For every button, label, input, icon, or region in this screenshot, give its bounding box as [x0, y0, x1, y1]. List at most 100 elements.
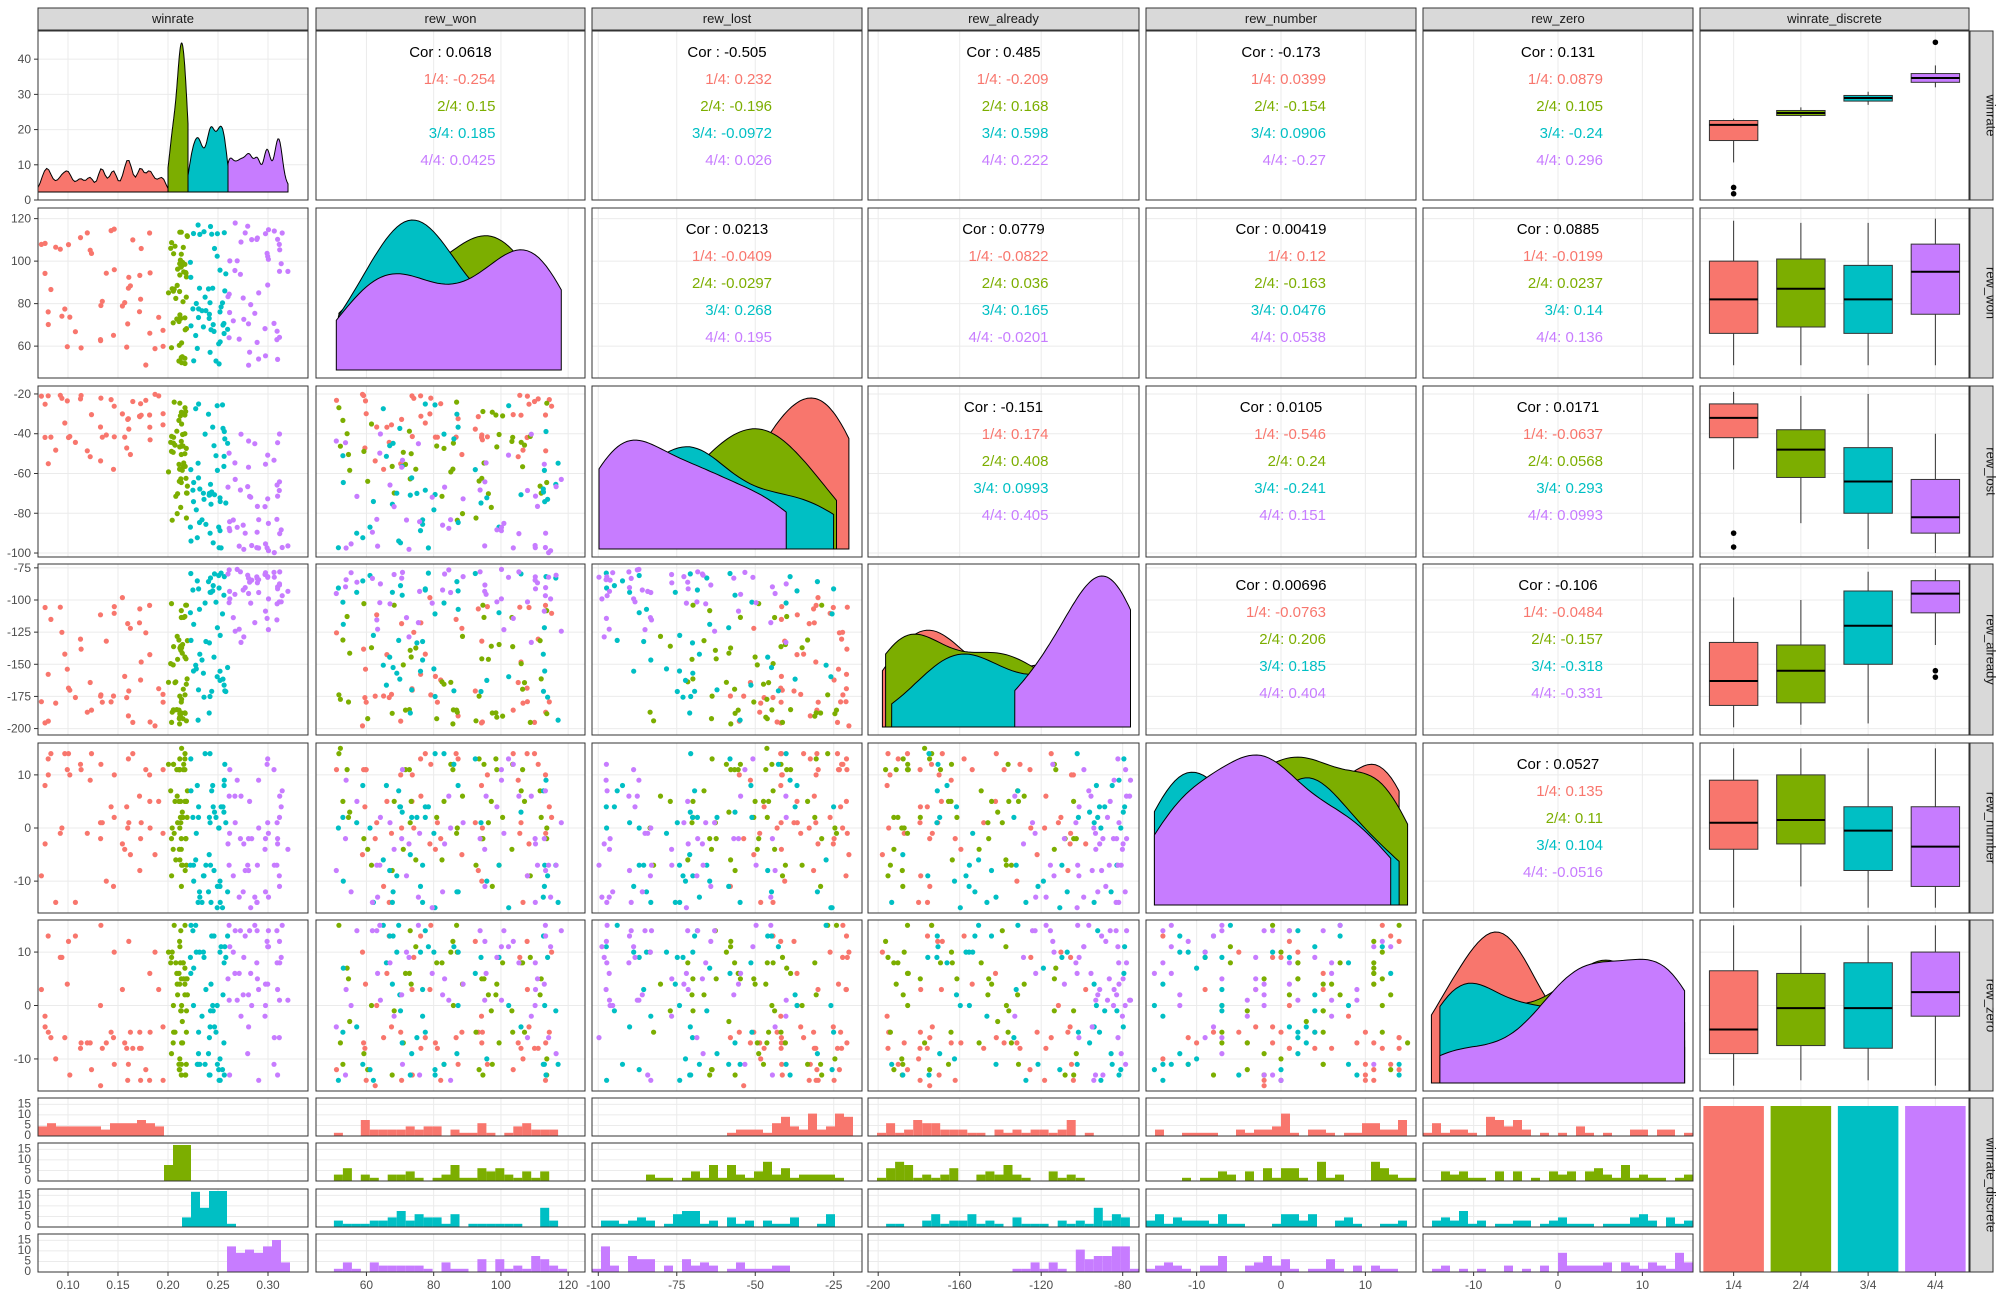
- point-1/4: [517, 954, 523, 961]
- point-1/4: [136, 309, 143, 315]
- point-2/4: [772, 614, 778, 621]
- point-4/4: [285, 846, 291, 852]
- point-3/4: [496, 610, 502, 616]
- point-1/4: [126, 688, 132, 694]
- point-1/4: [38, 873, 45, 879]
- point-3/4: [1114, 1008, 1120, 1014]
- point-1/4: [398, 718, 404, 724]
- point-4/4: [631, 944, 637, 950]
- point-2/4: [904, 922, 911, 928]
- point-3/4: [380, 857, 386, 863]
- point-1/4: [77, 396, 84, 402]
- y-tick-label: -125: [7, 625, 31, 639]
- cor-panel-rew_won-rew_zero: [1423, 208, 1693, 378]
- point-1/4: [399, 1077, 405, 1083]
- point-1/4: [362, 804, 368, 810]
- point-3/4: [545, 873, 551, 879]
- point-3/4: [478, 954, 484, 961]
- point-2/4: [177, 857, 183, 863]
- hist-bar-2/4: [1371, 1161, 1380, 1181]
- point-4/4: [1074, 905, 1080, 911]
- point-1/4: [127, 625, 133, 631]
- hist-bar-1/4: [1371, 1123, 1380, 1136]
- point-3/4: [420, 862, 426, 868]
- y-tick-label: 0: [24, 821, 31, 835]
- point-1/4: [948, 777, 954, 783]
- point-3/4: [692, 688, 698, 694]
- hist-bar-2/4: [1057, 1177, 1067, 1181]
- point-1/4: [453, 1035, 459, 1041]
- hist-bar-4/4: [709, 1265, 718, 1272]
- point-3/4: [425, 545, 431, 551]
- point-1/4: [110, 883, 117, 890]
- point-1/4: [916, 1056, 922, 1062]
- point-4/4: [271, 228, 277, 234]
- hist-bar-4/4: [1603, 1262, 1612, 1272]
- point-2/4: [770, 960, 776, 966]
- y-tick-label: 5: [24, 1208, 31, 1222]
- point-4/4: [1100, 1072, 1106, 1078]
- point-3/4: [206, 814, 212, 821]
- point-2/4: [450, 440, 456, 446]
- point-2/4: [537, 638, 543, 644]
- hist-bar-4/4: [1684, 1262, 1693, 1272]
- hist-bar-1/4: [513, 1126, 523, 1136]
- point-4/4: [639, 587, 645, 593]
- point-1/4: [1261, 1083, 1267, 1089]
- hist-bar-2/4: [1317, 1161, 1326, 1181]
- point-2/4: [788, 707, 794, 713]
- point-2/4: [709, 1067, 715, 1073]
- point-3/4: [542, 499, 548, 505]
- point-3/4: [648, 899, 654, 906]
- cor-panel-rew_lost-rew_already-border: [867, 385, 1140, 558]
- point-2/4: [459, 633, 466, 640]
- point-3/4: [203, 521, 209, 527]
- point-1/4: [1017, 1045, 1023, 1051]
- point-2/4: [340, 1061, 346, 1067]
- point-4/4: [264, 615, 270, 622]
- cor-panel-rew_already-rew_zero: [1423, 564, 1693, 735]
- hist-bar-4/4: [1155, 1265, 1164, 1272]
- hist-bar-3/4: [1495, 1223, 1504, 1227]
- point-3/4: [211, 867, 217, 874]
- point-1/4: [936, 772, 942, 778]
- point-1/4: [479, 638, 485, 644]
- cor-panel-winrate-rew_already-border: [867, 30, 1140, 201]
- cor-panel-rew_number-rew_zero-border: [1422, 742, 1694, 914]
- point-3/4: [202, 751, 208, 757]
- point-4/4: [399, 1061, 406, 1067]
- point-3/4: [432, 693, 438, 700]
- point-1/4: [1371, 1077, 1377, 1083]
- point-2/4: [480, 602, 486, 608]
- point-2/4: [1071, 1008, 1077, 1014]
- point-2/4: [182, 756, 188, 762]
- point-2/4: [170, 1040, 176, 1046]
- point-1/4: [125, 825, 131, 831]
- point-1/4: [98, 922, 104, 928]
- point-2/4: [1379, 976, 1385, 982]
- point-3/4: [207, 481, 214, 487]
- point-4/4: [1111, 986, 1117, 993]
- x-tick-label: -80: [1114, 1278, 1132, 1292]
- point-1/4: [88, 751, 95, 757]
- point-3/4: [775, 944, 782, 950]
- point-2/4: [184, 676, 190, 682]
- hist-bar-2/4: [459, 1177, 469, 1181]
- hist-bar-3/4: [610, 1220, 619, 1227]
- point-4/4: [252, 441, 258, 447]
- point-3/4: [1160, 1077, 1166, 1083]
- point-2/4: [899, 1056, 905, 1062]
- point-4/4: [262, 608, 269, 614]
- point-2/4: [368, 421, 375, 427]
- point-2/4: [173, 679, 179, 685]
- point-3/4: [399, 1040, 405, 1046]
- point-4/4: [1047, 862, 1053, 868]
- hist-bar-1/4: [1245, 1132, 1254, 1136]
- point-2/4: [772, 1008, 778, 1014]
- point-3/4: [389, 981, 395, 987]
- point-2/4: [1320, 981, 1326, 987]
- point-1/4: [924, 804, 930, 810]
- point-4/4: [256, 545, 262, 551]
- point-4/4: [460, 981, 466, 987]
- scatter-rew_zero-vs-winrate-points: [38, 922, 291, 1089]
